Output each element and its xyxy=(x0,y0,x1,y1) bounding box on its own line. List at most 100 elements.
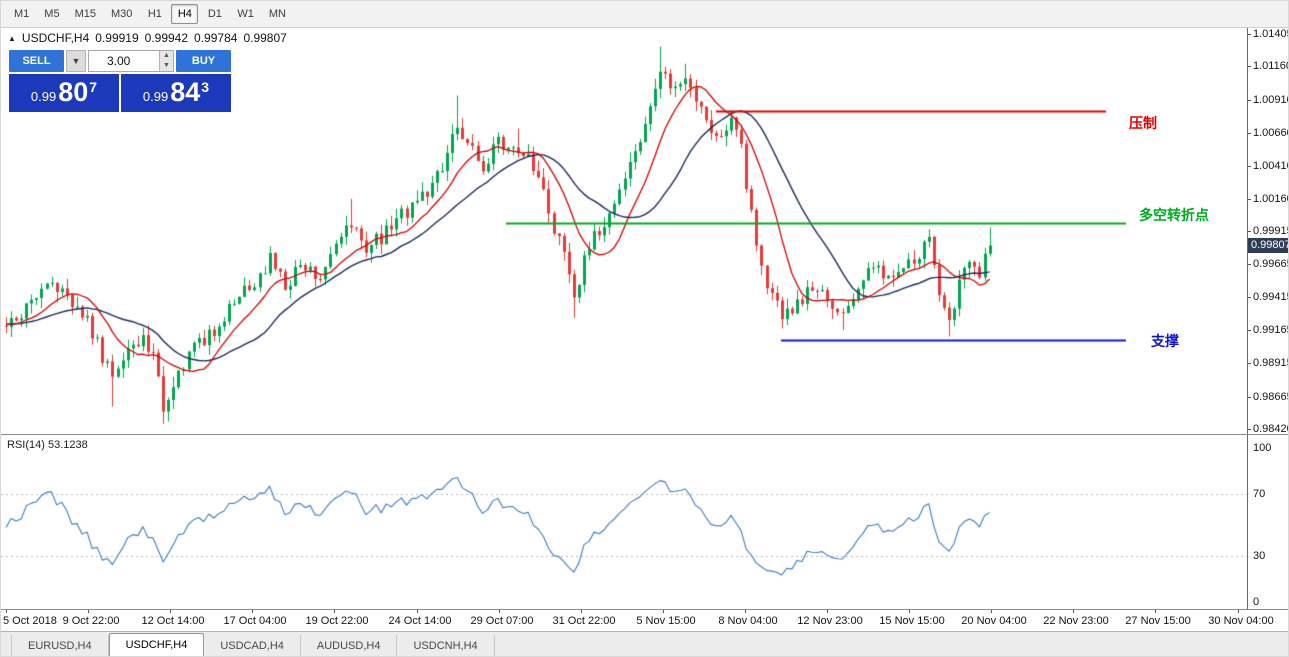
date-label: 15 Nov 15:00 xyxy=(879,615,945,627)
rsi-chart-canvas[interactable] xyxy=(1,435,1247,609)
date-tick-mark xyxy=(6,610,7,613)
date-tick-mark xyxy=(499,610,500,613)
spinner-down-icon[interactable]: ▼ xyxy=(163,62,170,69)
price-tick-mark xyxy=(1248,34,1251,35)
buy-button[interactable]: BUY xyxy=(176,50,231,72)
price-tick-label: 0.99415 xyxy=(1253,291,1289,303)
date-label: 8 Nov 04:00 xyxy=(718,615,778,627)
rsi-tick-label: 0 xyxy=(1253,596,1260,608)
time-axis[interactable]: 5 Oct 2018 9 Oct 22:00 12 Oct 14:00 17 Oct … xyxy=(1,609,1288,631)
price-tick-mark xyxy=(1248,297,1251,298)
date-tick-mark xyxy=(991,610,992,613)
timeframe-button-mn[interactable]: MN xyxy=(263,4,292,24)
date-tick-mark xyxy=(1238,610,1239,613)
trade-controls-row: SELL ▼ 3.00 ▲ ▼ BUY xyxy=(9,50,231,72)
price-tick-mark xyxy=(1248,231,1251,232)
volume-field[interactable]: 3.00 ▲ ▼ xyxy=(88,50,174,72)
timeframe-button-m1[interactable]: M1 xyxy=(8,4,35,24)
date-tick-mark xyxy=(663,610,664,613)
date-tick-mark xyxy=(88,610,89,613)
date-label: 22 Nov 23:00 xyxy=(1043,615,1109,627)
rsi-indicator-pane: RSI(14) 53.1238 100 70 30 0 xyxy=(1,434,1288,609)
date-tick-mark xyxy=(581,610,582,613)
timeframe-button-m5[interactable]: M5 xyxy=(38,4,65,24)
price-tick-mark xyxy=(1248,133,1251,134)
trade-prices-row: 0.99 80 7 0.99 84 3 xyxy=(9,74,231,112)
chart-window-icon: ▲ xyxy=(8,33,16,43)
date-tick-mark xyxy=(334,610,335,613)
ohlc-high: 0.99942 xyxy=(144,31,189,45)
one-click-trading-panel: SELL ▼ 3.00 ▲ ▼ BUY 0.99 80 7 xyxy=(9,50,231,114)
date-tick-mark xyxy=(1073,610,1074,613)
rsi-axis: 100 70 30 0 xyxy=(1247,435,1288,609)
ohlc-close: 0.99807 xyxy=(243,31,287,45)
buy-price-pips: 84 xyxy=(170,77,201,107)
price-tick-mark xyxy=(1248,429,1251,430)
chart-symbol-label: USDCHF,H4 xyxy=(21,31,90,45)
volume-stepper[interactable]: ▲ ▼ xyxy=(159,51,173,71)
date-label: 12 Oct 14:00 xyxy=(141,615,205,627)
price-tick-label: 1.00160 xyxy=(1253,193,1289,205)
price-axis[interactable]: 1.01405 1.01160 1.00910 1.00660 1.00410 1.001… xyxy=(1247,28,1289,435)
chart-tab-usdcad[interactable]: USDCAD,H4 xyxy=(204,635,301,656)
sell-button[interactable]: SELL xyxy=(9,50,64,72)
price-tick-mark xyxy=(1248,100,1251,101)
date-tick-mark xyxy=(417,610,418,613)
timeframe-button-m30[interactable]: M30 xyxy=(105,4,138,24)
chart-tab-usdchf[interactable]: USDCHF,H4 xyxy=(108,633,205,656)
price-tick-label: 1.01405 xyxy=(1253,28,1289,40)
pivot-label: 多空转折点 xyxy=(1139,207,1209,223)
rsi-tick-label: 30 xyxy=(1253,550,1266,562)
price-tick-label: 0.99915 xyxy=(1253,225,1289,237)
timeframe-button-h4[interactable]: H4 xyxy=(171,4,199,24)
support-label: 支撑 xyxy=(1151,333,1179,349)
price-tick-label: 1.00410 xyxy=(1253,160,1289,172)
buy-price-display[interactable]: 0.99 84 3 xyxy=(121,74,231,112)
sell-price-big-figure: 0.99 xyxy=(30,89,57,104)
rsi-indicator-label: RSI(14) 53.1238 xyxy=(7,439,88,451)
price-tick-mark xyxy=(1248,264,1251,265)
volume-value: 3.00 xyxy=(107,54,131,68)
chart-tab-audusd[interactable]: AUDUSD,H4 xyxy=(301,635,398,656)
date-label: 12 Nov 23:00 xyxy=(797,615,863,627)
chart-tab-usdcnh[interactable]: USDCNH,H4 xyxy=(397,635,495,656)
date-tick-mark xyxy=(170,610,171,613)
price-tick-label: 0.98420 xyxy=(1253,423,1289,435)
price-tick-label: 0.99665 xyxy=(1253,258,1289,270)
timeframe-button-w1[interactable]: W1 xyxy=(231,4,260,24)
price-tick-label: 0.98665 xyxy=(1253,391,1289,403)
chevron-down-icon: ▼ xyxy=(71,56,81,66)
timeframe-button-d1[interactable]: D1 xyxy=(201,4,228,24)
price-tick-label: 0.99165 xyxy=(1253,324,1289,336)
date-label: 31 Oct 22:00 xyxy=(552,615,616,627)
buy-price-pipette: 3 xyxy=(201,79,210,95)
price-chart-pane: ▲ USDCHF,H4 0.99919 0.99942 0.99784 0.99… xyxy=(1,28,1289,435)
date-label: 29 Oct 07:00 xyxy=(470,615,534,627)
price-tick-label: 1.00910 xyxy=(1253,94,1289,106)
timeframe-button-h1[interactable]: H1 xyxy=(141,4,168,24)
date-label: 19 Oct 22:00 xyxy=(305,615,369,627)
spinner-up-icon[interactable]: ▲ xyxy=(163,52,170,59)
price-tick-mark xyxy=(1248,66,1251,67)
sell-price-pips: 80 xyxy=(58,77,89,107)
price-tick-mark xyxy=(1248,363,1251,364)
date-label: 9 Oct 22:00 xyxy=(62,615,120,627)
order-options-dropdown[interactable]: ▼ xyxy=(66,50,86,72)
date-tick-mark xyxy=(252,610,253,613)
rsi-tick-label: 70 xyxy=(1253,488,1266,500)
date-label: 27 Nov 15:00 xyxy=(1125,615,1191,627)
date-tick-mark xyxy=(745,610,746,613)
price-tick-label: 0.98915 xyxy=(1253,357,1289,369)
date-tick-mark xyxy=(909,610,910,613)
sell-price-display[interactable]: 0.99 80 7 xyxy=(9,74,119,112)
date-label: 17 Oct 04:00 xyxy=(223,615,287,627)
chart-tab-eurusd[interactable]: EURUSD,H4 xyxy=(11,635,109,656)
date-tick-mark xyxy=(827,610,828,613)
date-label: 24 Oct 14:00 xyxy=(388,615,452,627)
date-label: 5 Nov 15:00 xyxy=(636,615,696,627)
price-tick-mark xyxy=(1248,199,1251,200)
date-label: 5 Oct 2018 xyxy=(3,615,57,627)
price-tick-mark xyxy=(1248,397,1251,398)
timeframe-button-m15[interactable]: M15 xyxy=(69,4,102,24)
